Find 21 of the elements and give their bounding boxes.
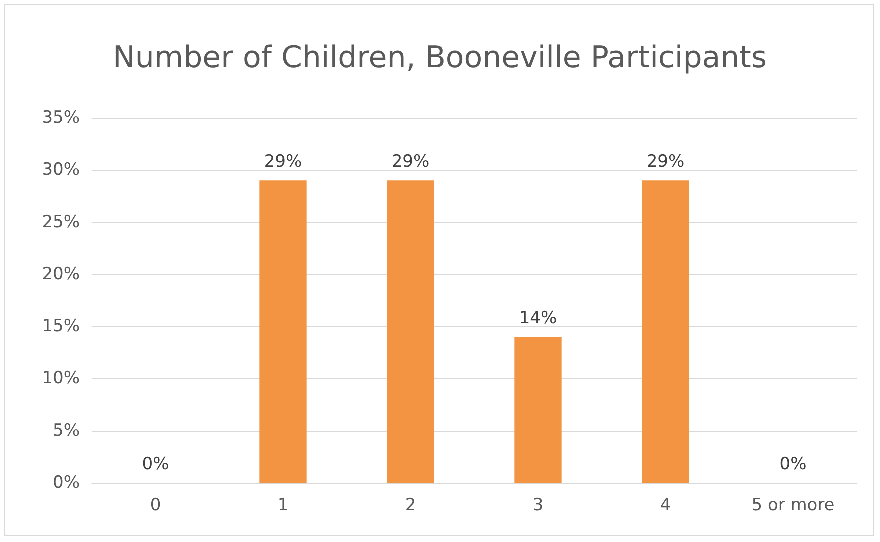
x-tick-label: 1	[278, 496, 289, 516]
y-tick-label: 5%	[53, 420, 80, 441]
y-tick-label: 35%	[42, 108, 80, 128]
x-tick-label: 4	[660, 496, 672, 516]
x-tick-label: 3	[532, 496, 544, 516]
y-tick-label: 10%	[42, 368, 80, 389]
x-tick-label: 2	[405, 496, 416, 516]
x-tick-label: 0	[150, 496, 162, 516]
data-label: 0%	[780, 454, 807, 474]
data-label: 29%	[646, 152, 685, 172]
y-tick-label: 0%	[53, 473, 80, 493]
data-label: 29%	[392, 152, 430, 172]
y-tick-label: 30%	[42, 160, 80, 180]
data-label: 0%	[142, 454, 170, 474]
chart-title: Number of Children, Booneville Participants	[112, 40, 768, 76]
y-tick-label: 15%	[42, 316, 80, 337]
y-tick-label: 25%	[42, 212, 80, 232]
x-tick-label: 5 or more	[752, 496, 835, 516]
y-tick-label: 20%	[42, 264, 80, 284]
data-label: 29%	[264, 152, 302, 172]
data-label: 14%	[519, 308, 558, 328]
